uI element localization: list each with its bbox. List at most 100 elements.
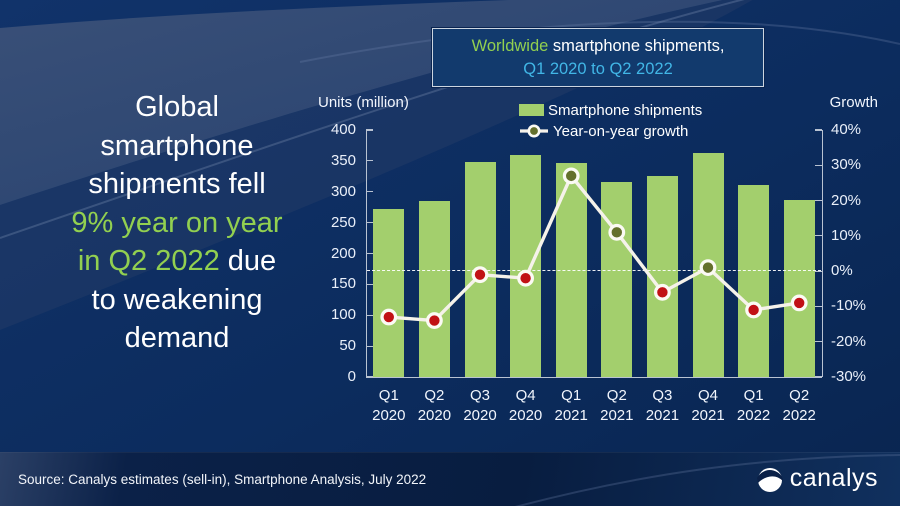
left-axis-tick [366,160,373,162]
x-axis-label-line: Q2 [606,387,627,404]
headline-segment: 9% year on year [71,206,283,239]
headline-line: smartphone [40,127,314,166]
left-axis-tick-label: 0 [347,368,356,385]
left-axis-title: Units (million) [318,94,409,111]
x-axis-label-line: Q3 [652,387,673,404]
left-axis-tick [366,314,373,316]
right-axis-tick [815,376,822,378]
x-axis-category-label: Q1 2021 [541,386,601,426]
shipments-bar [738,184,770,377]
headline-segment: smartphone [100,129,254,162]
right-axis-tick [815,129,822,131]
left-axis-tick-label: 400 [330,121,356,138]
chart-title-box: Worldwide smartphone shipments, Q1 2020 … [431,27,765,88]
chart-title-line2: Q1 2020 to Q2 2022 [523,59,673,78]
x-axis-label-line: 2021 [600,407,634,424]
headline-line: demand [40,319,314,358]
x-axis-label-line: 2021 [554,407,588,424]
x-axis-label-line: Q4 [697,387,718,404]
left-axis-tick-label: 250 [330,213,356,231]
shipments-bar [510,155,542,377]
right-axis-tick [815,341,822,343]
x-axis-label-line: Q4 [515,387,536,404]
x-axis-category-label: Q2 2022 [769,386,829,426]
left-axis-tick-label: 350 [330,151,356,169]
x-axis-label-line: 2021 [645,407,680,424]
x-axis-label-line: Q2 [424,387,445,404]
left-axis-tick [366,283,373,285]
right-axis-tick-label: 10% [831,226,862,244]
x-axis-category-label: Q1 2020 [359,386,419,426]
left-axis-tick [366,222,373,224]
right-axis-tick-label: -30% [831,368,867,385]
chart-title-segment: smartphone shipments, [548,36,725,55]
x-axis-category-label: Q3 2021 [632,386,692,426]
footer-swoosh-graphic [514,454,900,506]
shipments-bar [692,153,724,377]
x-axis-label-line: 2021 [691,407,725,424]
legend-item-growth: Year-on-year growth [519,121,702,141]
x-axis-label-line: 2020 [463,407,497,424]
right-axis-tick [815,199,822,202]
headline-segment: shipments fell [88,168,266,200]
legend-label-shipments: Smartphone shipments [548,101,703,119]
left-axis-tick-label: 150 [330,275,356,293]
zero-growth-dashed-line [367,270,821,272]
left-axis-tick-label: 300 [330,182,356,200]
chart-legend: Smartphone shipments Year-on-year growth [519,100,702,142]
headline-line: 9% year on year [40,204,314,243]
canalys-logo-mark-icon [756,467,783,492]
right-axis-tick-label: -20% [831,332,867,350]
x-axis-label-line: 2020 [508,407,543,424]
left-axis-tick-label: 100 [330,306,356,324]
shipments-bar [418,201,450,377]
headline-line: shipments fell [40,165,314,204]
headline-line: Global [40,88,314,127]
right-axis-line [822,130,824,377]
shipments-swatch-icon [519,104,544,116]
canalys-logo: canalys [756,464,878,493]
headline-segment: to weakening [91,283,263,316]
x-axis-category-label: Q1 2022 [724,386,784,426]
right-axis-tick [815,305,822,308]
legend-label-growth: Year-on-year growth [553,122,689,140]
canalys-logo-text: canalys [789,464,878,492]
left-axis-tick [366,191,373,193]
x-axis-label-line: Q1 [561,387,582,404]
left-axis-tick-label: 50 [339,337,356,355]
left-axis-tick [366,129,373,131]
source-attribution: Source: Canalys estimates (sell-in), Sma… [18,472,427,487]
right-axis-tick [815,270,822,272]
x-axis-label-line: 2022 [736,407,771,424]
x-axis-label-line: 2020 [417,407,452,424]
left-axis-tick [366,376,373,378]
x-axis-label-line: Q2 [789,387,810,404]
shipments-bar [646,176,678,377]
chart-title-segment: Worldwide [471,36,549,55]
right-axis-tick-label: 30% [831,156,862,174]
right-axis-tick [815,235,822,237]
headline-segment: due [219,245,277,277]
shipments-bar [601,181,633,377]
right-axis-tick-label: 40% [831,121,862,138]
left-axis-tick-label: 200 [330,244,356,262]
x-axis-category-label: Q2 2021 [587,386,647,426]
chart-title-line1: Worldwide smartphone shipments, [433,35,763,58]
headline-segment: Global [135,91,219,123]
x-axis-label-line: Q1 [378,387,399,404]
x-axis-category-label: Q2 2020 [404,386,464,426]
x-axis-category-label: Q3 2020 [450,386,510,426]
legend-item-shipments: Smartphone shipments [519,100,702,120]
left-axis-tick [366,345,373,347]
x-axis-label-line: 2020 [372,407,406,424]
x-axis-label-line: Q1 [743,387,764,404]
x-axis-label-line: Q3 [469,387,490,404]
headline-line: to weakening [40,281,314,320]
x-axis-label-line: 2022 [782,407,816,424]
x-axis-baseline [366,377,822,379]
right-axis-tick-label: 0% [831,262,853,280]
growth-line-marker-icon [520,124,548,138]
headline-segment: in Q2 2022 [77,245,220,277]
right-axis-tick-label: -10% [831,297,867,315]
